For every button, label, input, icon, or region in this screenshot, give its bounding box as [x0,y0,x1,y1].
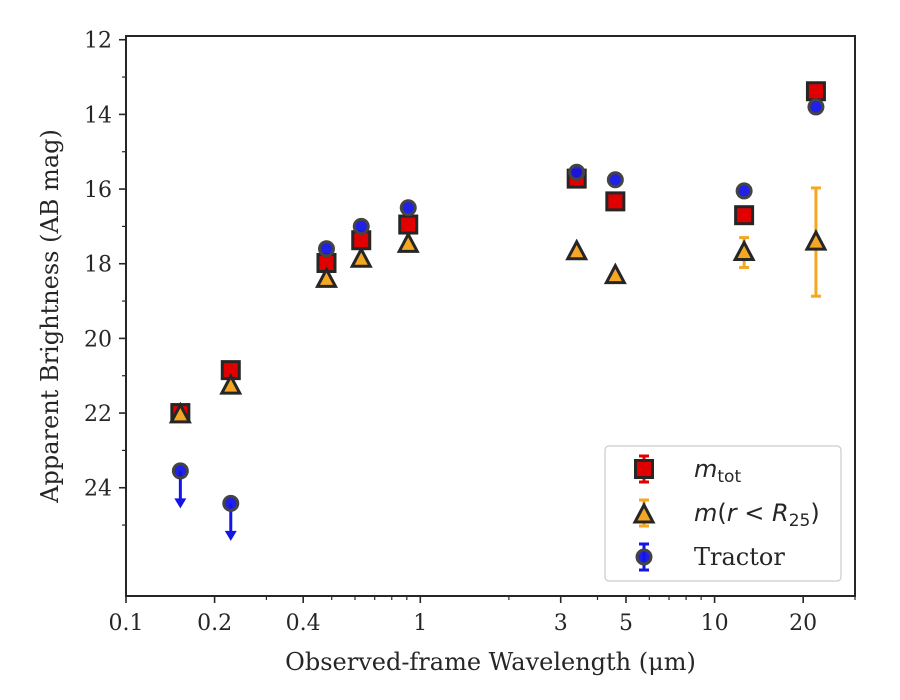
x-tick-label: 3 [554,611,568,636]
legend-label-mtot: mtot [694,455,741,487]
legend-label-main: m [694,455,717,483]
data-point [568,163,586,181]
data-point [219,372,243,395]
legend-entry-mtot: mtot [634,454,741,487]
data-point [314,266,338,288]
data-point [349,246,373,268]
data-point [805,81,826,102]
legend-marker-triangle [632,501,656,524]
data-point [732,239,756,262]
x-tick-label: 0.4 [286,611,321,636]
y-tick-label: 20 [84,327,112,352]
legend-label-part: 25 [789,511,811,531]
x-axis: 0.1 0.2 0.4 1 3 5 10 20 [109,596,856,636]
legend-label-part: < [737,499,772,527]
data-point [606,171,624,189]
legend: mtot m(r < R25) Tractor [604,445,842,582]
data-point [168,401,192,424]
x-tick-label: 0.1 [109,611,144,636]
x-tick-label: 20 [789,611,817,636]
limit-arrow-head [224,530,237,541]
data-point [807,98,825,116]
legend-marker-circle [635,548,653,566]
y-tick-label: 24 [84,477,112,502]
limit-arrow-head [174,498,187,509]
data-point [222,494,240,512]
data-point [605,191,626,212]
y-tick-label: 12 [84,29,112,54]
data-point [317,240,335,258]
data-point [734,205,755,226]
x-tick-label: 5 [619,611,633,636]
series-layer [168,81,828,541]
data-point [171,462,189,480]
legend-label-mr25: m(r < R25) [694,499,820,531]
legend-label-part: r [727,499,739,527]
y-tick-label: 22 [84,402,112,427]
plot-frame [125,35,856,597]
x-tick-label: 1 [413,611,427,636]
series-2 [171,98,825,541]
y-axis-label: Apparent Brightness (AB mag) [36,129,64,504]
series-0 [170,81,826,424]
plot-area: 0.1 0.2 0.4 1 3 5 10 20 12 14 16 18 20 22 24 [84,29,856,636]
y-tick-label: 18 [84,253,112,278]
data-point [804,228,828,251]
x-tick-label: 10 [701,611,729,636]
legend-marker-square [634,459,654,479]
data-point [603,262,627,285]
y-tick-label: 14 [84,103,112,128]
y-tick-label: 16 [84,178,112,203]
legend-entry-mr25: m(r < R25) [632,498,820,531]
data-point [352,217,370,235]
legend-label-part: ) [810,499,819,527]
data-point [396,231,420,253]
legend-label-sub: tot [717,467,741,487]
legend-label-part: ( [717,499,726,527]
legend-label-part: m [694,499,717,527]
data-point [565,238,589,261]
data-point [735,182,753,200]
data-point [398,214,419,235]
legend-label-tractor: Tractor [694,543,785,571]
legend-entry-tractor: Tractor [635,542,785,572]
series-1 [168,186,828,424]
data-point [399,199,417,217]
x-tick-label: 0.2 [197,611,232,636]
legend-box [604,445,842,582]
legend-label-part: R [772,499,789,527]
x-axis-label: Observed-frame Wavelength (μm) [285,648,696,676]
y-axis: 12 14 16 18 20 22 24 [84,29,126,526]
